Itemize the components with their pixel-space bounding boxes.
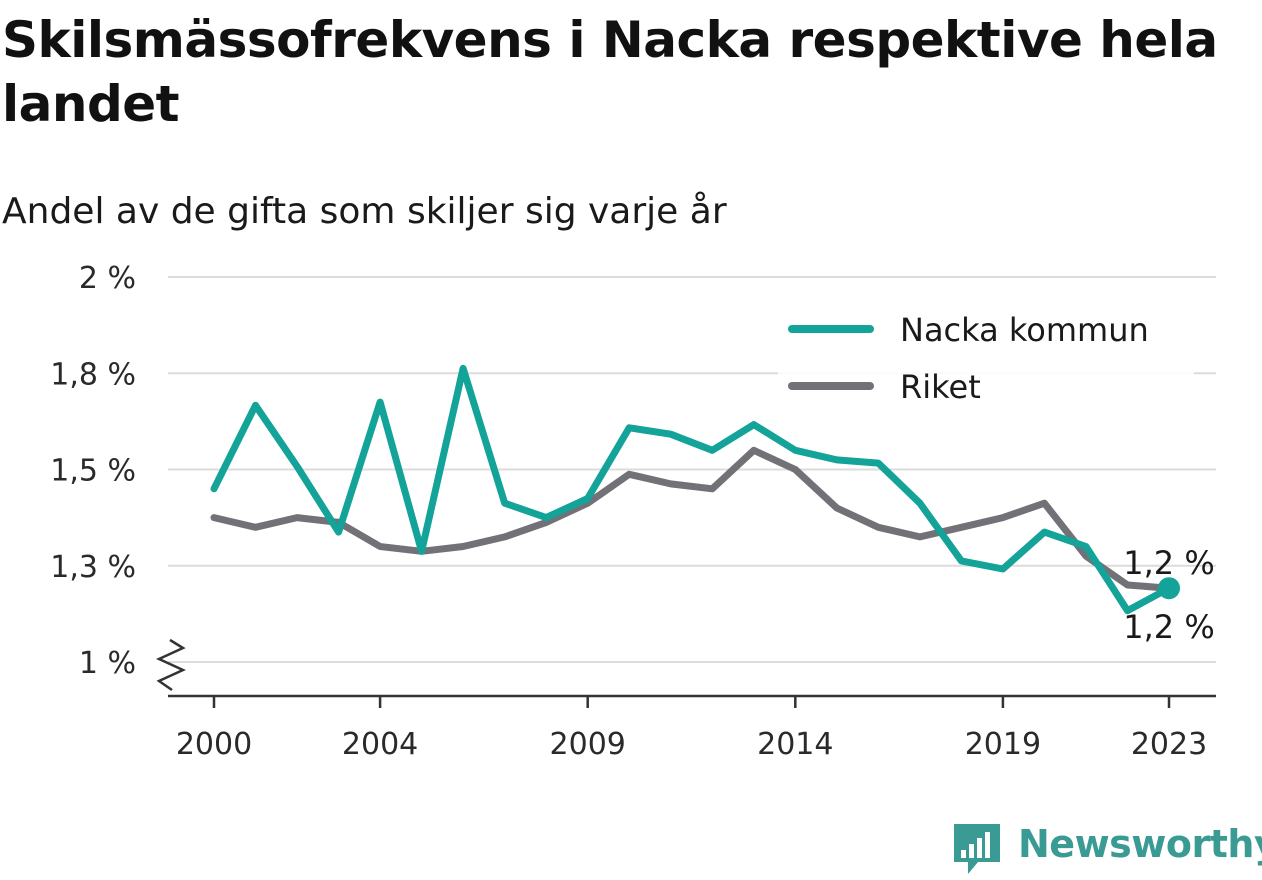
legend: Nacka kommun Riket [778, 304, 1194, 416]
x-tick-label: 2000 [176, 727, 252, 762]
y-axis: 1 % 1,3 % 1,5 % 1,8 % 2 % [50, 261, 187, 692]
end-point-marker [1158, 577, 1180, 600]
x-tick-label: 2014 [757, 727, 833, 762]
y-tick-label: 1 % [79, 646, 136, 681]
y-tick-label: 2 % [79, 261, 136, 296]
end-label: 1,2 % [1123, 608, 1214, 646]
y-tick-label: 1,8 % [50, 357, 136, 392]
x-tick-label: 2019 [965, 727, 1041, 762]
y-tick-label: 1,5 % [50, 454, 136, 489]
legend-label: Riket [900, 368, 981, 406]
legend-label: Nacka kommun [900, 311, 1149, 349]
x-tick-label: 2004 [342, 727, 418, 762]
legend-background [778, 304, 1194, 416]
y-tick-label: 1,3 % [50, 550, 136, 585]
x-axis: 2000 2004 2009 2014 2019 2023 [168, 694, 1216, 762]
chart-subtitle: Andel av de gifta som skiljer sig varje … [2, 191, 727, 232]
chart-title: Skilsmässofrekvens i Nacka respektive he… [2, 11, 1218, 133]
end-label: 1,2 % [1123, 544, 1214, 582]
x-tick-label: 2023 [1131, 727, 1207, 762]
newsworthy-logo: Newsworthy [950, 818, 1262, 878]
axis-break-icon [155, 638, 187, 692]
series-line-riket [210, 446, 1173, 592]
brand-name: Newsworthy [1018, 822, 1262, 866]
x-tick-label: 2009 [550, 727, 626, 762]
newsworthy-icon [954, 824, 1000, 874]
end-labels: 1,2 % 1,2 % [1123, 544, 1214, 646]
series-lines [210, 364, 1180, 615]
series-line-nacka-kommun [210, 364, 1173, 615]
